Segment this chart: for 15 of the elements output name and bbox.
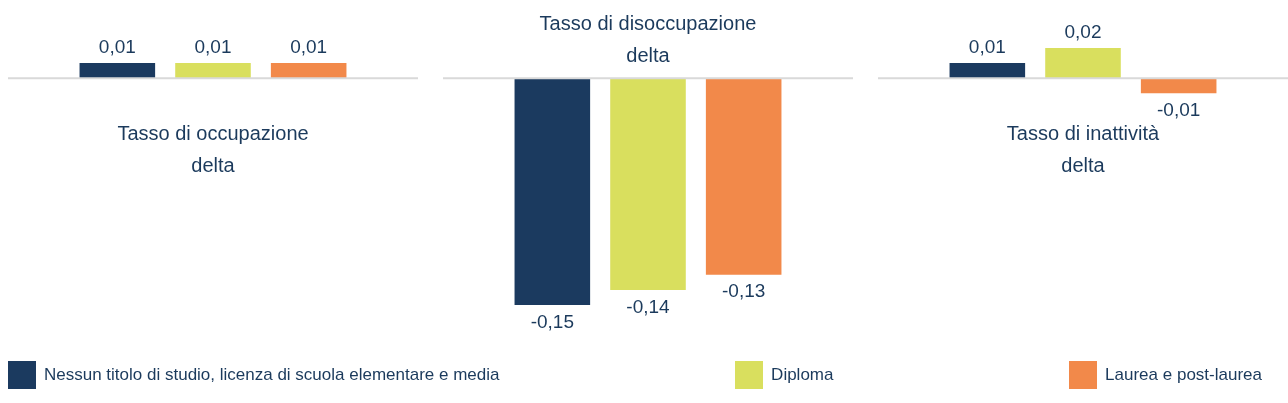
data-label: -0,14 [626,295,671,317]
data-label: 0,01 [194,35,232,57]
data-label: 0,01 [290,35,328,57]
data-label: -0,13 [722,280,766,302]
data-label: 0,01 [98,35,136,57]
data-label: -0,01 [1157,99,1201,121]
data-label: 0,02 [1064,20,1102,42]
legend-label: Diploma [771,365,834,385]
data-label: 0,01 [968,35,1006,57]
legend-label: Nessun titolo di studio, licenza di scuola elementare e media [44,365,500,385]
text: Tasso di inattività delta [1006,122,1161,177]
legend-label: Laurea e post-laurea [1105,365,1262,385]
chart-title: Tasso di disoccupazione delta [539,12,757,67]
text: Tasso di occupazione delta [117,122,309,177]
data-label: -0,15 [530,310,574,332]
